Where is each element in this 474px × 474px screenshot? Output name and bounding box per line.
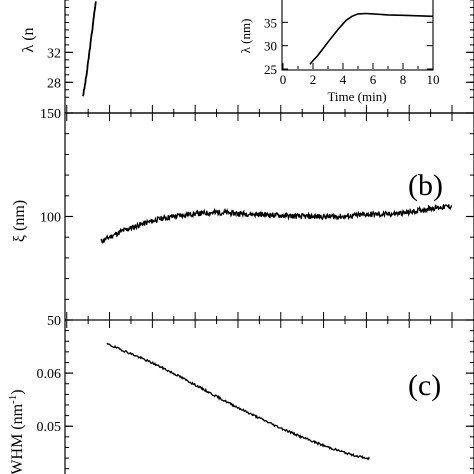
panel-a-series-line [82,1,97,97]
panel-c: 0.05 0.06 WHM (nm-1) (c) [7,319,474,474]
panel-b-tick-label: 150 [40,107,61,122]
inset-x-label: Time (min) [327,89,386,104]
panel-b-tag: (b) [408,169,443,202]
panel-c-tick-label: 0.05 [37,420,62,435]
panel-c-y-label: WHM (nm-1) [7,389,26,474]
panel-c-tick-label: 0.06 [37,367,62,382]
panel-c-tag: (c) [408,369,441,402]
inset-x-tick-label: 0 [280,72,287,87]
inset-y-tick-label: 25 [264,62,277,77]
panel-b-series-line [100,204,453,244]
inset-x-tick-label: 4 [340,72,347,87]
inset-x-tick-label: 10 [427,72,440,87]
panel-b-ticks [65,112,474,321]
inset-ticks [282,21,434,70]
panel-b-y-label: ξ (nm) [11,200,28,242]
panel-a-y-label: λ (n [20,27,37,52]
inset-x-tick-label: 6 [370,72,377,87]
inset-y-tick-label: 35 [264,15,277,30]
inset-y-tick-label: 30 [264,39,277,54]
panel-c-series-line [106,342,370,461]
panel-b-tick-label: 50 [47,314,61,329]
panel-b-tick-labels: 50 100 150 [40,107,61,329]
inset-y-label: λ (nm) [238,19,253,54]
inset-x-tick-label: 2 [310,72,317,87]
panel-a-ticks [65,0,474,113]
inset-x-tick-label: 8 [400,72,407,87]
inset-frame [281,0,434,71]
panel-c-axes [64,320,474,474]
inset-tick-labels: 0 2 4 6 8 10 25 30 35 [264,15,440,87]
panel-c-ticks [65,319,474,470]
panel-a: 28 32 λ (n 0 2 4 6 8 10 25 30 35 Time (min) λ (nm… [20,0,474,114]
panel-a-tick-label: 28 [47,76,61,91]
panel-a-tick-label: 32 [47,46,61,61]
panel-b-tick-label: 100 [40,211,61,226]
inset-series-line [309,12,434,65]
panel-a-tick-labels: 28 32 [47,46,61,91]
panel-c-tick-labels: 0.05 0.06 [37,367,62,435]
panel-b: 50 100 150 ξ (nm) (b) [11,107,474,329]
inset-chart: 0 2 4 6 8 10 25 30 35 Time (min) λ (nm) [238,0,440,104]
